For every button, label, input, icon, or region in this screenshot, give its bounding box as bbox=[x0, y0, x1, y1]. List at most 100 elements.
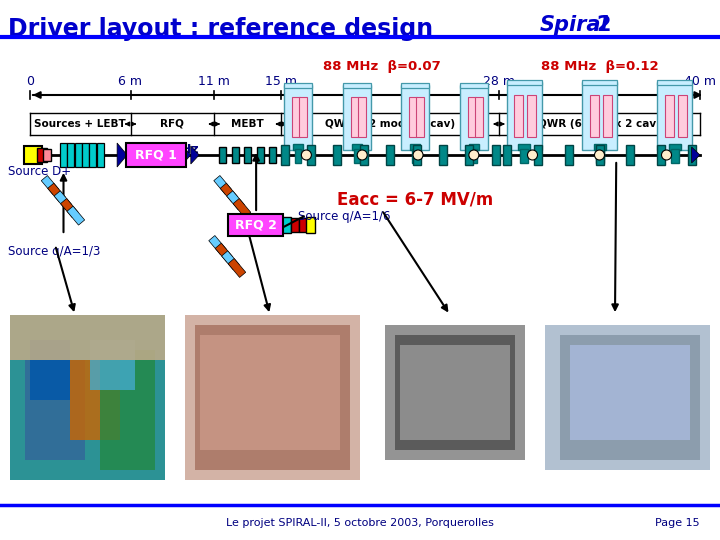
Polygon shape bbox=[222, 251, 239, 270]
Circle shape bbox=[595, 150, 605, 160]
Bar bbox=[354, 149, 359, 163]
Polygon shape bbox=[692, 147, 700, 163]
Polygon shape bbox=[228, 259, 246, 278]
Text: Le projet SPIRAL-II, 5 octobre 2003, Porquerolles: Le projet SPIRAL-II, 5 octobre 2003, Por… bbox=[226, 518, 494, 528]
Text: Eacc = 6-7 MV/m: Eacc = 6-7 MV/m bbox=[337, 191, 493, 209]
Polygon shape bbox=[60, 199, 78, 218]
Text: 6 m: 6 m bbox=[119, 75, 143, 88]
Polygon shape bbox=[117, 143, 127, 167]
Text: RFQ 1: RFQ 1 bbox=[135, 148, 176, 161]
Bar bbox=[360, 145, 368, 165]
Text: 11 m: 11 m bbox=[198, 75, 230, 88]
Bar bbox=[475, 97, 483, 137]
Bar bbox=[688, 145, 696, 165]
Circle shape bbox=[528, 150, 538, 160]
Bar bbox=[413, 149, 418, 163]
Polygon shape bbox=[181, 144, 191, 166]
Bar bbox=[401, 85, 429, 150]
Bar bbox=[291, 218, 299, 232]
Bar bbox=[401, 83, 429, 88]
Bar bbox=[410, 144, 420, 150]
Polygon shape bbox=[127, 145, 135, 165]
Bar bbox=[460, 85, 488, 150]
Polygon shape bbox=[215, 243, 233, 262]
Bar bbox=[560, 335, 700, 460]
Bar bbox=[657, 145, 665, 165]
Bar bbox=[507, 82, 541, 150]
Bar bbox=[10, 315, 165, 360]
Circle shape bbox=[469, 150, 479, 160]
Bar bbox=[75, 143, 82, 167]
Text: 28 m: 28 m bbox=[483, 75, 515, 88]
Bar bbox=[284, 83, 312, 88]
Polygon shape bbox=[220, 183, 238, 202]
Text: Source q/A=1/3: Source q/A=1/3 bbox=[8, 245, 100, 258]
Polygon shape bbox=[191, 146, 199, 164]
Text: Spiral: Spiral bbox=[540, 15, 608, 35]
Bar bbox=[527, 95, 536, 137]
Bar bbox=[307, 145, 315, 165]
Bar bbox=[593, 144, 606, 150]
Bar bbox=[503, 145, 511, 165]
Bar bbox=[545, 325, 710, 470]
Text: Sources + LEBT: Sources + LEBT bbox=[35, 119, 126, 129]
Polygon shape bbox=[231, 215, 239, 235]
Polygon shape bbox=[209, 235, 227, 254]
Bar bbox=[228, 214, 283, 236]
Bar bbox=[284, 85, 312, 150]
Bar bbox=[10, 315, 165, 480]
Bar bbox=[269, 147, 276, 163]
Bar bbox=[400, 345, 510, 440]
Bar bbox=[507, 80, 541, 85]
Bar bbox=[343, 85, 371, 150]
Text: 15 m: 15 m bbox=[265, 75, 297, 88]
Bar bbox=[195, 325, 350, 470]
Polygon shape bbox=[48, 183, 66, 202]
Circle shape bbox=[662, 150, 672, 160]
Bar bbox=[68, 143, 74, 167]
Bar bbox=[244, 147, 251, 163]
Bar bbox=[232, 147, 239, 163]
Bar bbox=[282, 217, 292, 233]
Bar bbox=[657, 80, 693, 85]
Polygon shape bbox=[214, 176, 231, 194]
Text: Driver layout : reference design: Driver layout : reference design bbox=[8, 17, 433, 41]
Bar bbox=[582, 80, 617, 85]
Bar bbox=[520, 149, 528, 163]
Bar bbox=[97, 143, 104, 167]
Bar bbox=[465, 145, 473, 165]
Polygon shape bbox=[67, 206, 85, 225]
Text: 88 MHz: 88 MHz bbox=[147, 143, 198, 156]
Polygon shape bbox=[227, 191, 244, 210]
Polygon shape bbox=[54, 191, 72, 210]
Bar bbox=[590, 95, 598, 137]
Bar bbox=[299, 218, 307, 232]
Text: 88 MHz  β=0.12: 88 MHz β=0.12 bbox=[541, 60, 658, 73]
Text: RFQ: RFQ bbox=[161, 119, 184, 129]
Bar bbox=[89, 143, 96, 167]
Bar bbox=[60, 143, 67, 167]
Bar bbox=[358, 97, 366, 137]
Bar bbox=[471, 149, 477, 163]
Text: QWR (12 mod x 1 cav): QWR (12 mod x 1 cav) bbox=[325, 119, 455, 129]
Bar bbox=[295, 149, 301, 163]
Bar bbox=[582, 82, 617, 150]
Text: MEBT: MEBT bbox=[231, 119, 264, 129]
Bar bbox=[219, 147, 226, 163]
Text: 2: 2 bbox=[596, 15, 611, 35]
Bar bbox=[100, 350, 155, 470]
Bar bbox=[200, 335, 340, 450]
Bar bbox=[518, 144, 530, 150]
Bar bbox=[37, 148, 47, 162]
Bar bbox=[665, 95, 674, 137]
Bar bbox=[564, 145, 573, 165]
Bar bbox=[351, 144, 361, 150]
Bar bbox=[10, 315, 165, 480]
Bar bbox=[281, 145, 289, 165]
Bar bbox=[468, 97, 476, 137]
Bar bbox=[24, 146, 42, 164]
Bar bbox=[82, 143, 89, 167]
Bar bbox=[90, 340, 135, 390]
Bar bbox=[386, 145, 394, 165]
Bar bbox=[460, 83, 488, 88]
